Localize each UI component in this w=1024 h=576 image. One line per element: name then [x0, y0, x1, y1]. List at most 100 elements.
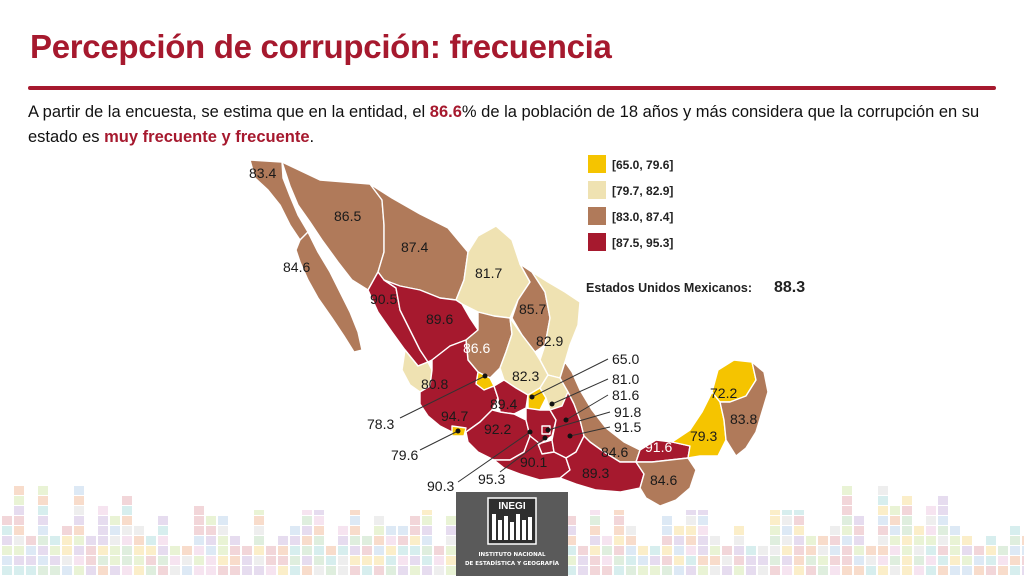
decorative-bar-cell: [746, 546, 756, 555]
decorative-bar-cell: [878, 566, 888, 575]
decorative-bar-cell: [38, 566, 48, 575]
decorative-bar-cell: [698, 526, 708, 535]
decorative-bar-cell: [146, 556, 156, 565]
decorative-bar-cell: [38, 516, 48, 525]
decorative-bar-cell: [446, 546, 456, 555]
decorative-bar-cell: [74, 556, 84, 565]
decorative-bar-cell: [842, 526, 852, 535]
decorative-bar-cell: [62, 566, 72, 575]
decorative-bar-cell: [290, 536, 300, 545]
decorative-bar-cell: [566, 536, 576, 545]
decorative-bar-cell: [314, 556, 324, 565]
decorative-bar-cell: [2, 556, 12, 565]
decorative-bar-cell: [566, 566, 576, 575]
decorative-bar-cell: [206, 516, 216, 525]
decorative-bar-cell: [710, 566, 720, 575]
decorative-bar-cell: [626, 566, 636, 575]
decorative-bar-cell: [626, 536, 636, 545]
decorative-bar-cell: [926, 536, 936, 545]
decorative-bar-cell: [374, 566, 384, 575]
decorative-bar-cell: [770, 566, 780, 575]
decorative-bar-cell: [962, 556, 972, 565]
decorative-bar-cell: [122, 566, 132, 575]
decorative-bar-cell: [842, 506, 852, 515]
decorative-bar-cell: [302, 566, 312, 575]
decorative-bar-cell: [374, 516, 384, 525]
label-pue: 91.5: [614, 419, 641, 435]
decorative-bar-cell: [590, 566, 600, 575]
legend-swatch-2: [588, 181, 606, 199]
decorative-bar-cell: [902, 516, 912, 525]
decorative-bar-cell: [350, 506, 360, 515]
decorative-bar-cell: [962, 536, 972, 545]
label-bc: 83.4: [249, 165, 276, 181]
decorative-bar-cell: [974, 556, 984, 565]
label-qroo: 83.8: [730, 411, 757, 427]
decorative-bar-cell: [1010, 526, 1020, 535]
decorative-bar-cell: [398, 546, 408, 555]
decorative-bar-cell: [626, 526, 636, 535]
decorative-bar-cell: [122, 506, 132, 515]
decorative-bar-cell: [878, 556, 888, 565]
decorative-bar-cell: [410, 516, 420, 525]
decorative-bar-pattern: [2, 486, 1024, 575]
decorative-bar-cell: [218, 556, 228, 565]
decorative-bar-cell: [698, 516, 708, 525]
decorative-bar-cell: [758, 566, 768, 575]
decorative-bar-cell: [698, 506, 708, 515]
decorative-bar-cell: [326, 546, 336, 555]
decorative-bar-cell: [794, 546, 804, 555]
decorative-bar-cell: [86, 536, 96, 545]
decorative-bar-cell: [1010, 566, 1020, 575]
decorative-bar-cell: [998, 566, 1008, 575]
decorative-bar-cell: [26, 546, 36, 555]
decorative-bar-cell: [578, 556, 588, 565]
decorative-bar-cell: [698, 556, 708, 565]
decorative-bar-cell: [362, 556, 372, 565]
decorative-bar-cell: [98, 516, 108, 525]
decorative-bar-cell: [998, 556, 1008, 565]
decorative-bar-cell: [566, 546, 576, 555]
decorative-bar-cell: [218, 566, 228, 575]
decorative-bar-cell: [674, 556, 684, 565]
label-chis: 84.6: [650, 472, 677, 488]
decorative-bar-cell: [134, 546, 144, 555]
decorative-bar-cell: [134, 556, 144, 565]
decorative-bar-cell: [350, 546, 360, 555]
decorative-bar-cell: [602, 556, 612, 565]
decorative-bar-cell: [158, 556, 168, 565]
decorative-bar-cell: [314, 526, 324, 535]
decorative-bar-cell: [962, 546, 972, 555]
decorative-bar-cell: [410, 556, 420, 565]
decorative-bar-cell: [1010, 536, 1020, 545]
decorative-bar-cell: [206, 546, 216, 555]
decorative-bar-cell: [614, 506, 624, 515]
decorative-bar-cell: [614, 526, 624, 535]
decorative-bar-cell: [62, 556, 72, 565]
label-chih: 87.4: [401, 239, 428, 255]
decorative-bar-cell: [254, 566, 264, 575]
logo-line-2: DE ESTADÍSTICA Y GEOGRAFÍA: [465, 559, 560, 567]
decorative-bar-cell: [794, 566, 804, 575]
decorative-bar-cell: [86, 566, 96, 575]
decorative-bar-cell: [398, 566, 408, 575]
decorative-bar-cell: [98, 566, 108, 575]
decorative-bar-cell: [854, 546, 864, 555]
decorative-bar-cell: [1022, 546, 1024, 555]
decorative-bar-cell: [626, 546, 636, 555]
label-gro: 90.1: [520, 454, 547, 470]
decorative-bar-cell: [98, 536, 108, 545]
decorative-bar-cell: [266, 556, 276, 565]
decorative-bar-cell: [14, 556, 24, 565]
decorative-bar-cell: [266, 566, 276, 575]
label-gto: 89.4: [490, 396, 517, 412]
decorative-bar-cell: [902, 506, 912, 515]
decorative-bar-cell: [446, 516, 456, 525]
decorative-bar-cell: [398, 556, 408, 565]
decorative-bar-cell: [638, 566, 648, 575]
decorative-bar-cell: [422, 516, 432, 525]
decorative-bar-cell: [362, 536, 372, 545]
decorative-bar-cell: [350, 516, 360, 525]
decorative-bar-cell: [230, 556, 240, 565]
